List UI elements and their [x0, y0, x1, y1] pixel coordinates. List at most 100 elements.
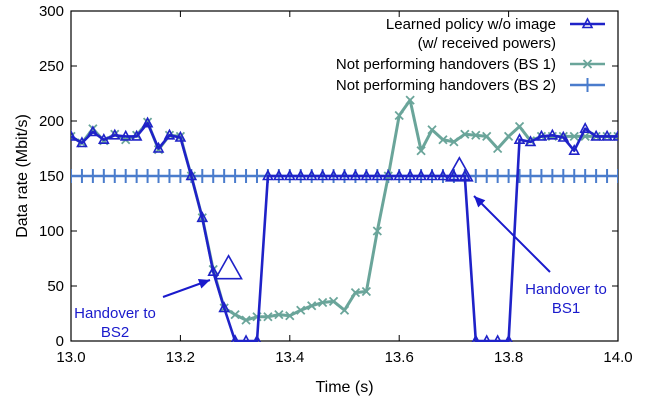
data-point	[350, 287, 361, 298]
data-point	[165, 169, 174, 183]
legend-label: Not performing handovers (BS 1)	[336, 56, 556, 73]
legend-label: Learned policy w/o image	[386, 16, 556, 33]
data-point	[152, 141, 165, 153]
data-point	[209, 169, 218, 183]
data-point	[382, 169, 395, 181]
data-point	[241, 334, 251, 342]
data-point	[230, 309, 240, 320]
legend-marker	[582, 59, 593, 69]
data-point	[296, 305, 306, 315]
annotation-label: Handover to	[525, 281, 607, 298]
data-point	[361, 286, 372, 297]
data-point	[394, 110, 404, 121]
data-point	[459, 169, 471, 181]
y-tick-label: 250	[39, 58, 64, 75]
series-1	[71, 116, 618, 342]
data-point	[514, 121, 525, 132]
data-point	[285, 311, 295, 321]
data-point	[427, 125, 437, 135]
data-point	[471, 130, 481, 140]
data-point	[559, 169, 568, 183]
data-point	[460, 129, 470, 139]
handover-highlight	[444, 156, 474, 182]
data-point	[97, 132, 110, 144]
data-point	[88, 169, 97, 183]
data-point	[141, 116, 154, 128]
data-point	[328, 296, 339, 307]
data-point	[174, 130, 187, 142]
data-point	[263, 312, 273, 322]
y-tick-label: 50	[47, 278, 64, 295]
x-tick-label: 13.2	[166, 349, 195, 366]
annotation-label: BS1	[552, 300, 580, 317]
data-point	[252, 169, 261, 183]
annotation-arrow	[473, 195, 551, 273]
series-line	[71, 121, 618, 342]
data-point	[316, 169, 329, 181]
data-point	[537, 169, 546, 183]
data-point	[579, 121, 592, 133]
data-point	[448, 169, 460, 181]
data-point	[449, 137, 459, 147]
legend-marker	[583, 78, 592, 92]
data-point	[568, 143, 581, 155]
data-point	[592, 169, 601, 183]
data-point	[198, 169, 207, 183]
annotation-arrow-head	[197, 279, 210, 289]
data-point	[274, 309, 284, 320]
data-point	[185, 169, 198, 181]
data-point	[349, 169, 362, 181]
data-point	[163, 128, 176, 140]
data-point	[231, 169, 240, 183]
data-point	[71, 169, 75, 183]
data-point	[612, 129, 618, 141]
data-point	[569, 131, 579, 142]
y-tick-label: 300	[39, 3, 64, 20]
data-point	[493, 334, 502, 342]
data-point	[513, 132, 526, 144]
data-point	[99, 169, 108, 183]
data-point	[241, 315, 251, 325]
legend-label: (w/ received powers)	[418, 35, 556, 52]
data-point	[327, 169, 340, 181]
data-point	[76, 136, 88, 148]
data-point	[305, 169, 318, 181]
legend-entry: Not performing handovers (BS 1)	[336, 56, 605, 73]
data-point	[196, 211, 209, 223]
data-point	[218, 301, 230, 313]
annotation-arrow-head	[474, 196, 486, 208]
data-point	[110, 169, 119, 183]
data-point	[415, 169, 427, 181]
data-point	[262, 169, 274, 181]
data-point	[317, 297, 328, 308]
data-point	[87, 125, 99, 137]
x-tick-label: 13.8	[494, 349, 523, 366]
data-point	[482, 131, 492, 142]
data-point	[524, 135, 537, 147]
data-point	[231, 334, 240, 342]
y-tick-label: 0	[56, 333, 64, 350]
data-point	[416, 146, 426, 156]
data-point	[471, 334, 480, 342]
data-point	[590, 129, 602, 141]
data-point	[504, 334, 513, 342]
y-tick-label: 100	[39, 223, 64, 240]
data-point	[548, 169, 557, 183]
data-point	[493, 143, 503, 154]
legend-entry: Not performing handovers (BS 2)	[336, 77, 605, 94]
plot-area	[71, 95, 618, 342]
data-point	[603, 169, 612, 183]
data-point	[143, 169, 152, 183]
data-point	[493, 169, 502, 183]
x-tick-label: 13.4	[275, 349, 304, 366]
legend-entry: Learned policy w/o image (w/ received pow…	[386, 16, 605, 52]
data-point	[130, 129, 143, 141]
data-point	[360, 169, 373, 181]
x-tick-label: 13.6	[385, 349, 414, 366]
y-tick-label: 200	[39, 113, 64, 130]
data-point	[371, 169, 384, 181]
data-point	[546, 128, 559, 140]
data-point	[614, 169, 618, 183]
